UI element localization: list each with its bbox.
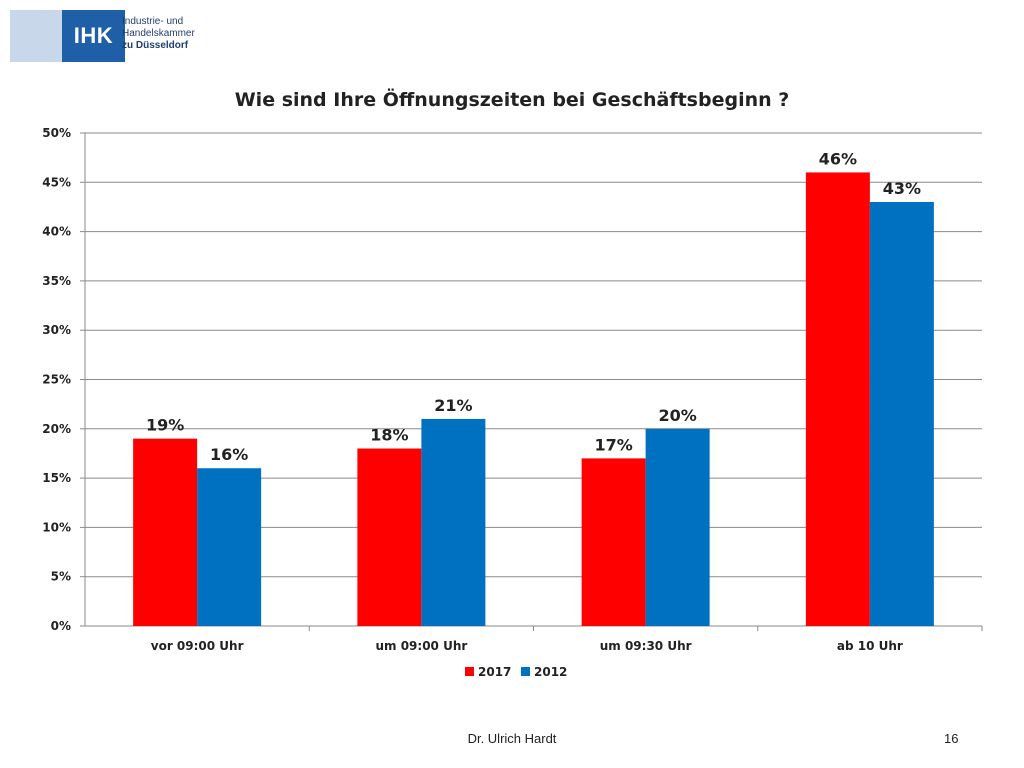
- logo-text: Industrie- und Handelskammer zu Düsseldo…: [122, 16, 255, 52]
- y-tick-label: 0%: [51, 619, 71, 633]
- data-label: 18%: [370, 426, 408, 445]
- y-tick-label: 40%: [42, 225, 71, 239]
- bar-2017-4: [805, 172, 870, 626]
- legend-label: 2017: [478, 665, 511, 679]
- footer-author: Dr. Ulrich Hardt: [467, 731, 557, 746]
- data-label: 43%: [883, 179, 921, 198]
- legend-swatch-2017: [465, 667, 474, 676]
- chart-title: Wie sind Ihre Öffnungszeiten bei Geschäf…: [234, 89, 790, 111]
- x-tick-label: ab 10 Uhr: [837, 639, 903, 653]
- y-tick-label: 50%: [42, 126, 71, 140]
- y-tick-label: 15%: [42, 471, 71, 485]
- bar-2017-1: [133, 438, 198, 626]
- data-label: 16%: [210, 445, 248, 464]
- bar-2012-4: [869, 202, 934, 626]
- logo-line-2: zu Düsseldorf: [122, 40, 189, 51]
- logo-line-1: Industrie- und Handelskammer: [122, 16, 195, 39]
- y-tick-label: 35%: [42, 274, 71, 288]
- x-tick-label: um 09:30 Uhr: [600, 639, 692, 653]
- bar-2017-2: [357, 448, 422, 626]
- bar-2012-1: [197, 468, 262, 626]
- logo-band: [10, 10, 62, 62]
- y-tick-label: 5%: [51, 570, 71, 584]
- y-tick-label: 45%: [42, 175, 71, 189]
- x-tick-label: vor 09:00 Uhr: [151, 639, 244, 653]
- data-label: 19%: [146, 416, 184, 435]
- legend-label: 2012: [534, 665, 567, 679]
- logo-abbreviation: IHK: [73, 23, 114, 48]
- bar-2012-2: [421, 418, 486, 626]
- y-tick-label: 20%: [42, 422, 71, 436]
- legend-swatch-2012: [521, 667, 530, 676]
- data-label: 20%: [658, 406, 696, 425]
- page-number: 16: [944, 731, 959, 746]
- data-label: 46%: [819, 149, 857, 168]
- bar-chart: 0% 5% 10% 15% 20% 25% 30% 35% 40% 45% 50% 19% 16% vor…: [42, 126, 983, 679]
- y-tick-label: 10%: [42, 520, 71, 534]
- data-label: 17%: [594, 435, 632, 454]
- bar-2012-3: [645, 428, 710, 626]
- bar-2017-3: [581, 458, 646, 626]
- x-tick-label: um 09:00 Uhr: [375, 639, 467, 653]
- data-label: 21%: [434, 396, 472, 415]
- y-tick-label: 30%: [42, 323, 71, 337]
- ihk-logo: IHK Industrie- und Handelskammer zu Düss…: [10, 10, 255, 62]
- logo-box: IHK: [62, 10, 125, 62]
- y-tick-label: 25%: [42, 373, 71, 387]
